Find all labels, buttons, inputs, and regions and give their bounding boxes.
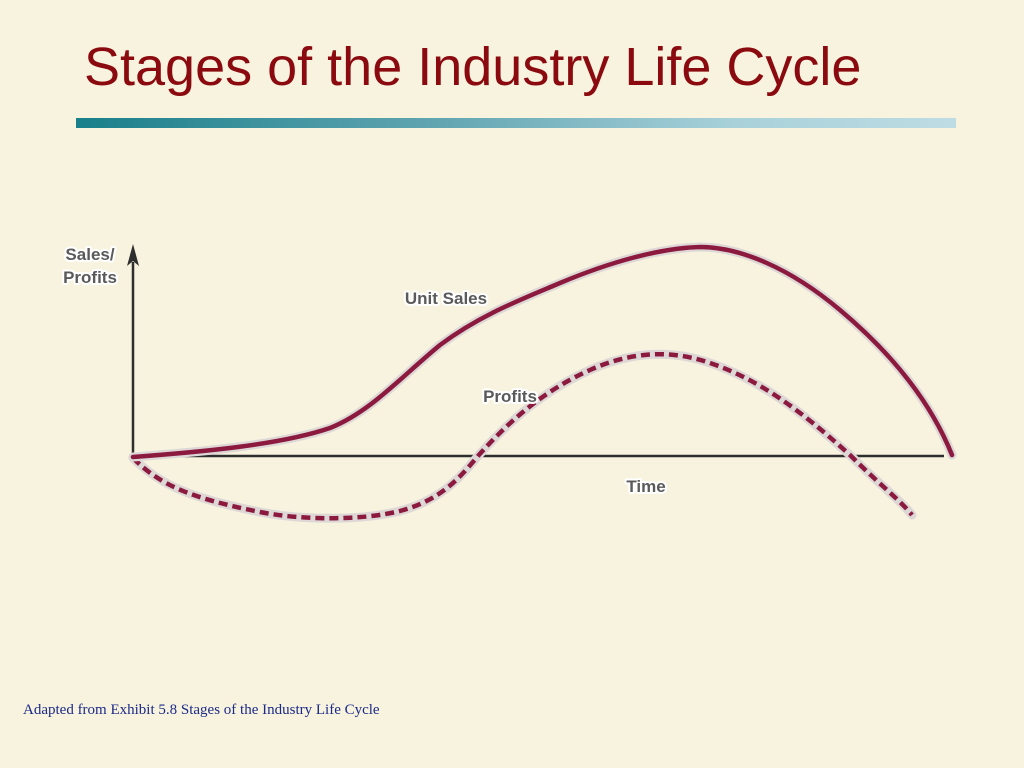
unit-sales-curve <box>128 242 957 462</box>
y-axis-label-line2: Profits <box>63 268 117 287</box>
source-footnote: Adapted from Exhibit 5.8 Stages of the I… <box>23 702 380 718</box>
y-axis-label-line1: Sales/ <box>65 245 114 264</box>
profits-label: Profits <box>483 387 537 406</box>
title-divider <box>76 118 956 128</box>
unit-sales-label: Unit Sales <box>405 289 487 308</box>
y-axis-arrowhead <box>127 244 139 266</box>
x-axis-label: Time <box>626 477 665 496</box>
slide-title: Stages of the Industry Life Cycle <box>84 37 862 97</box>
profits-curve <box>128 349 917 523</box>
